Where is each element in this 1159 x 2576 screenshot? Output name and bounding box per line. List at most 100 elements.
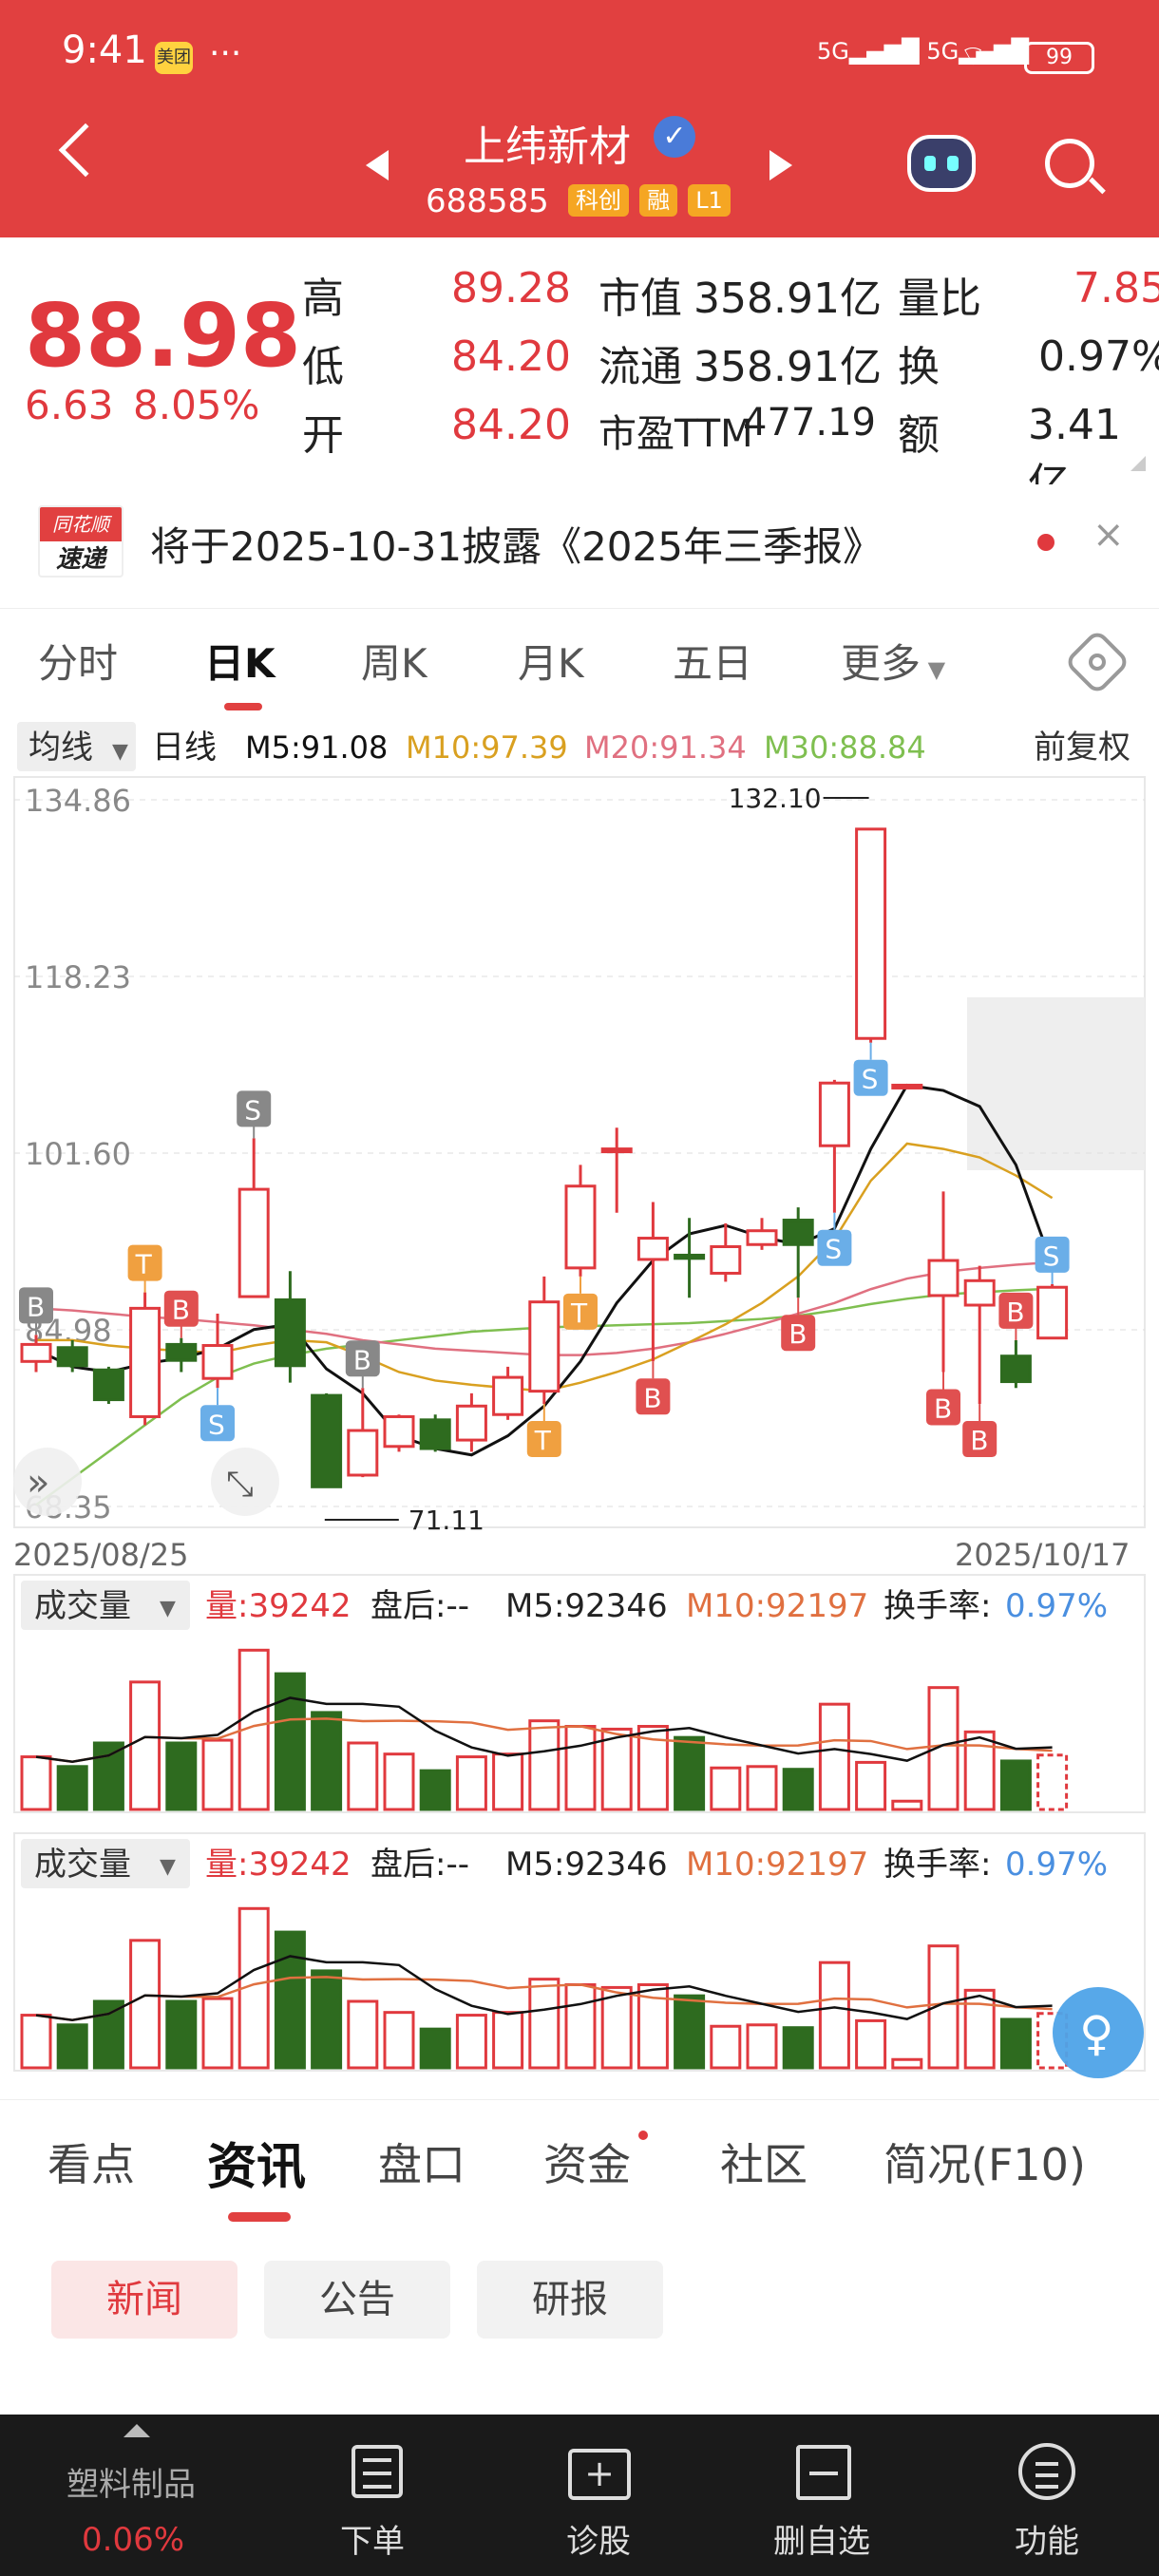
turnover-label-1: 换手率:	[884, 1587, 991, 1625]
volume-bar	[383, 2011, 415, 2070]
signal-badge	[237, 1090, 272, 1127]
order-icon[interactable]	[352, 2445, 403, 2498]
tab-shequ[interactable]: 社区	[720, 2139, 808, 2190]
double-chevron-icon[interactable]: »	[27, 1461, 49, 1505]
subtab-news[interactable]: 新闻	[51, 2261, 238, 2339]
tab-dayk[interactable]: 日K	[204, 640, 276, 687]
signal-label: S	[862, 1064, 879, 1095]
ma-selector-bg[interactable]	[17, 722, 136, 771]
volume-m10-1: M10:92197	[686, 1587, 868, 1625]
sector-name[interactable]: 塑料制品	[66, 2466, 196, 2504]
volume-bar	[855, 1760, 887, 1811]
ma-selector[interactable]: 均线	[28, 729, 93, 767]
candle-body	[347, 1429, 379, 1477]
verified-icon: ✓	[654, 116, 695, 158]
label-turnover: 换	[898, 343, 940, 391]
remove-watch-label[interactable]: 删自选	[773, 2523, 870, 2561]
value-pe: 477.19	[743, 401, 876, 445]
volume-bar	[347, 1741, 379, 1811]
volume-bar	[492, 2011, 524, 2070]
tab-monthk[interactable]: 月K	[518, 640, 584, 687]
candle-body	[165, 1342, 198, 1362]
turnover-value-1: 0.97%	[1005, 1587, 1108, 1625]
candle-body	[710, 1244, 742, 1275]
tab-jiankuang[interactable]: 简况(F10)	[884, 2139, 1086, 2190]
order-label[interactable]: 下单	[340, 2523, 405, 2561]
expand-corner-icon[interactable]	[1130, 456, 1146, 471]
notice-bar[interactable]: 同花顺 速递 将于2025-10-31披露《2025年三季报》 ×	[0, 484, 1159, 598]
volume-bar	[528, 1719, 560, 1811]
price-annotations: 132.10 71.11	[324, 783, 869, 1536]
menu-label[interactable]: 功能	[1015, 2523, 1079, 2561]
volume-frame-2	[13, 1832, 1146, 2072]
close-icon[interactable]: ×	[1092, 513, 1125, 557]
volume-value-1: 量:39242	[205, 1587, 352, 1625]
collapse-icon-bg[interactable]	[13, 1448, 82, 1516]
menu-icon[interactable]	[1018, 2443, 1075, 2500]
signal-badge	[1035, 1236, 1070, 1273]
volume-bar	[963, 1730, 996, 1811]
label-mktcap: 市值	[598, 275, 682, 323]
stock-name: 上纬新材	[464, 123, 631, 171]
tab-fenshi[interactable]: 分时	[38, 640, 119, 687]
ma-m30: M30:88.84	[764, 729, 926, 766]
volume-bar	[963, 1988, 996, 2070]
volume-selector-bg-2[interactable]	[21, 1839, 190, 1888]
adjust-mode[interactable]: 前复权	[1034, 729, 1130, 767]
fullscreen-icon[interactable]: ⤡	[226, 1465, 254, 1504]
candle-body	[129, 1306, 162, 1418]
ma-m10: M10:97.39	[406, 729, 568, 766]
tab-more[interactable]: 更多 ▼	[841, 640, 946, 687]
volume-bars-2	[20, 1906, 1069, 2070]
tab-zijin[interactable]: 资金	[543, 2139, 631, 2190]
label-high: 高	[302, 275, 344, 323]
signal-label: B	[27, 1291, 45, 1322]
volume-selector-1[interactable]: 成交量	[34, 1587, 131, 1625]
search-icon[interactable]	[1045, 139, 1106, 195]
kline-chart-area[interactable]: 均线 ▼ 日线 M5:91.08 M10:97.39 M20:91.34 M30…	[0, 712, 1159, 2090]
tab-kandian[interactable]: 看点	[48, 2139, 135, 2190]
volume-selector-arrow-icon-2: ▼	[160, 1855, 176, 1879]
volume-selector-2[interactable]: 成交量	[34, 1846, 131, 1884]
tab-pankou[interactable]: 盘口	[378, 2139, 466, 2190]
ths-logo: 同花顺 速递	[38, 505, 124, 578]
price-change-pct: 8.05%	[133, 382, 260, 428]
volume-bar	[274, 1672, 306, 1811]
lightbulb-button[interactable]	[1053, 1987, 1144, 2078]
robot-assistant-icon[interactable]	[907, 135, 976, 192]
start-date: 2025/08/25	[13, 1537, 188, 1573]
label-pe: 市盈TTM	[598, 412, 753, 456]
remove-watch-icon[interactable]	[796, 2445, 851, 2500]
tab-zixun[interactable]: 资讯	[207, 2139, 307, 2196]
volume-bar	[564, 1725, 597, 1811]
next-stock-icon[interactable]	[770, 150, 792, 180]
diagnose-icon[interactable]: +	[568, 2449, 631, 2500]
volume-selector-bg-1[interactable]	[21, 1581, 190, 1630]
tab-fiveday[interactable]: 五日	[673, 640, 753, 687]
subtab-announcement[interactable]: 公告	[264, 2261, 450, 2339]
ma-m5: M5:91.08	[245, 729, 388, 766]
tab-weekk[interactable]: 周K	[361, 640, 428, 687]
fullscreen-icon-bg[interactable]	[211, 1448, 279, 1516]
volume-bar	[129, 1680, 162, 1811]
diagnose-label[interactable]: 诊股	[566, 2523, 631, 2561]
volume-bar	[710, 1766, 742, 1811]
tag-rong: 融	[639, 184, 678, 217]
lightbulb-icon[interactable]: ♀	[1079, 2006, 1114, 2061]
back-icon[interactable]	[58, 123, 113, 178]
meituan-icon: 美团	[155, 42, 193, 74]
volume-bar	[201, 1997, 234, 2070]
prev-stock-icon[interactable]	[366, 150, 389, 180]
volume-bar	[347, 1999, 379, 2070]
ma-selector-arrow-icon: ▼	[112, 740, 128, 764]
signal-label: B	[353, 1344, 371, 1375]
volume-bar	[455, 2014, 487, 2070]
signal-label: S	[1043, 1241, 1060, 1272]
signal-badge	[817, 1229, 852, 1266]
subtab-research[interactable]: 研报	[477, 2261, 663, 2339]
volume-bar	[311, 1711, 343, 1811]
value-mktcap: 358.91亿	[694, 275, 882, 323]
candle-body	[201, 1344, 234, 1380]
stock-code: 688585	[426, 182, 549, 220]
candle-body	[492, 1375, 524, 1416]
